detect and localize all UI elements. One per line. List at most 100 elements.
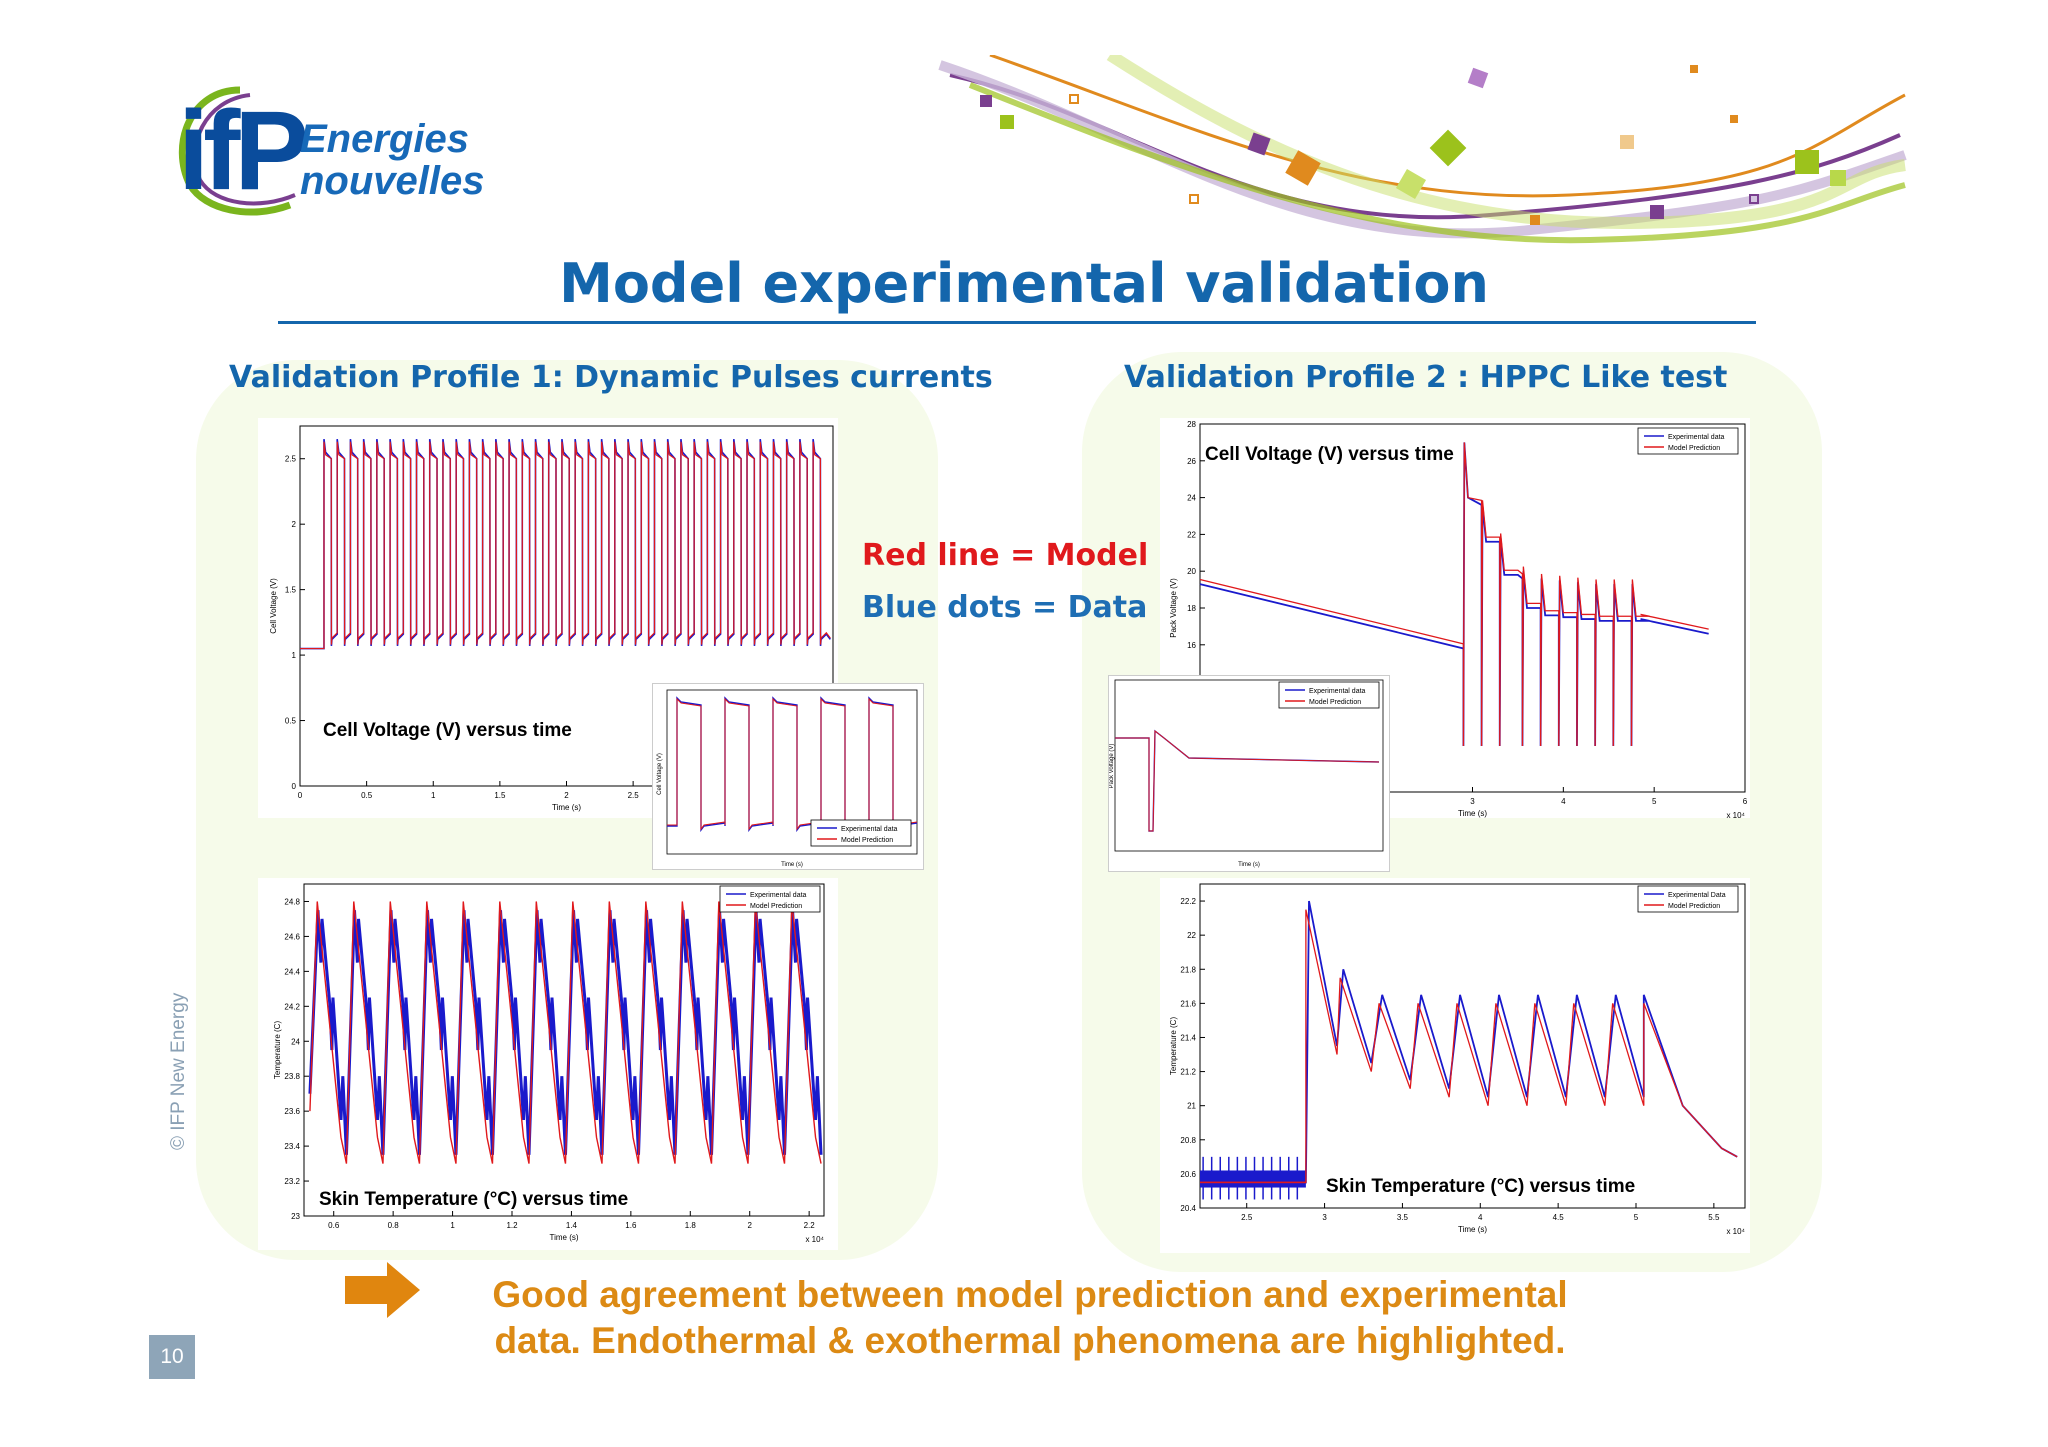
y-tick-label: 21 (1187, 1102, 1196, 1111)
y-tick-label: 24.6 (284, 932, 300, 941)
inset-legend (810, 819, 912, 847)
conclusion-line2: data. Endothermal & exothermal phenomena… (494, 1320, 1566, 1361)
x-tick-label: 0.8 (388, 1221, 400, 1230)
y-tick-label: 22 (1187, 530, 1196, 539)
chart-skin-temperature-1: 23 23.2 23.4 23.6 23.8 24 24.2 24.4 24.6 24.8 0.6 0… (258, 878, 838, 1250)
x-tick-label: 3 (1322, 1213, 1327, 1222)
y-tick-label: 23.4 (284, 1142, 300, 1151)
y-tick-label: 23.2 (284, 1177, 300, 1186)
y-tick-label: 26 (1187, 457, 1196, 466)
y-axis-label: Pack Voltage (V) (1109, 744, 1115, 789)
y-tick-label: 23.8 (284, 1072, 300, 1081)
x-tick-label: 1.4 (566, 1221, 578, 1230)
x-axis-label: Time (s) (1238, 862, 1260, 868)
logo-line1: Energies (300, 117, 469, 161)
logo-line2: nouvelles (300, 159, 485, 203)
y-tick-label: 28 (1187, 420, 1196, 429)
y-tick-label: 0 (292, 782, 297, 791)
series-model-prediction (667, 697, 918, 831)
x-tick-label: 4.5 (1553, 1213, 1565, 1222)
y-tick-label: 21.8 (1180, 965, 1196, 974)
x-tick-label: 0.5 (361, 791, 373, 800)
y-tick-label: 21.2 (1180, 1068, 1196, 1077)
x-multiplier: x 10⁴ (1726, 811, 1745, 818)
x-tick-label: 5 (1652, 797, 1657, 806)
series-experimental-data (300, 438, 831, 650)
x-tick-label: 0 (298, 791, 303, 800)
x-tick-label: 2 (564, 791, 569, 800)
y-tick-label: 20.8 (1180, 1136, 1196, 1145)
arrow-right-icon (345, 1262, 420, 1318)
x-tick-label: 1.2 (506, 1221, 518, 1230)
y-tick-label: 23.6 (284, 1107, 300, 1116)
legend-entry: Experimental data (1309, 688, 1366, 695)
chart-cell-voltage-pulses: 0 0.5 1 1.5 2 2.5 0 0.5 1 1.5 2 2.5 Time (s) Cell Vol… (258, 418, 838, 818)
legend-entry: Model Prediction (1668, 445, 1720, 452)
y-tick-label: 24.4 (284, 967, 300, 976)
x-tick-label: 3 (1470, 797, 1475, 806)
series-model-prediction (1115, 729, 1380, 832)
y-tick-label: 0.5 (285, 717, 297, 726)
y-tick-label: 21.4 (1180, 1033, 1196, 1042)
x-tick-label: 2.2 (804, 1221, 816, 1230)
plot-frame (303, 883, 825, 1217)
y-axis-label: Temperature (C) (1169, 1017, 1178, 1076)
chart3-legend (719, 885, 821, 913)
y-axis-label: Temperature (C) (273, 1021, 282, 1080)
legend-entry: Experimental Data (1668, 892, 1726, 899)
title-divider (278, 321, 1756, 324)
inset-legend (1278, 681, 1380, 709)
legend-model-text: Red line = Model (862, 538, 1149, 573)
y-tick-label: 2 (292, 520, 297, 529)
y-tick-label: 22 (1187, 931, 1196, 940)
x-tick-label: 3.5 (1397, 1213, 1409, 1222)
legend-entry: Experimental data (750, 892, 807, 899)
chart6-caption: Skin Temperature (°C) versus time (1326, 1176, 1636, 1197)
copyright-notice: © IFP New Energy (168, 992, 189, 1150)
chart6-legend (1637, 885, 1739, 913)
data-noise-band (1200, 1170, 1306, 1188)
series-experimental-data (667, 696, 918, 833)
x-tick-label: 6 (1743, 797, 1748, 806)
logo-swoosh (178, 86, 296, 216)
plot-frame (1114, 679, 1384, 852)
x-multiplier: x 10⁴ (805, 1235, 824, 1244)
series-model-prediction (1200, 909, 1738, 1184)
y-tick-label: 24.8 (284, 897, 300, 906)
chart-pack-voltage-zoom-inset: Experimental data Model Prediction Time (s… (1108, 675, 1390, 872)
y-tick-label: 1 (292, 651, 297, 660)
y-axis-label: Cell Voltage (V) (657, 753, 663, 795)
x-axis-label: Time (s) (552, 803, 581, 812)
y-tick-label: 23 (291, 1212, 300, 1221)
legend-entry: Experimental data (841, 826, 898, 833)
y-axis-label: Pack Voltage (V) (1169, 578, 1178, 638)
x-axis-label: Time (s) (1458, 1225, 1487, 1234)
chart4-caption: Cell Voltage (V) versus time (1205, 444, 1454, 465)
series-model-prediction (300, 441, 831, 650)
x-tick-label: 2 (747, 1221, 752, 1230)
x-axis-label: Time (s) (781, 862, 803, 868)
y-tick-label: 24 (1187, 494, 1196, 503)
y-tick-label: 20.6 (1180, 1170, 1196, 1179)
x-axis-label: Time (s) (549, 1233, 578, 1242)
logo-mark: ifP (178, 88, 309, 213)
y-tick-label: 24.2 (284, 1002, 300, 1011)
x-multiplier: x 10⁴ (1726, 1227, 1745, 1236)
x-tick-label: 4 (1561, 797, 1566, 806)
legend-entry: Model Prediction (1309, 699, 1361, 706)
conclusion-text: Good agreement between model prediction … (380, 1272, 1680, 1364)
x-tick-label: 1 (431, 791, 436, 800)
x-tick-label: 1.8 (685, 1221, 697, 1230)
legend-entry: Model Prediction (1668, 903, 1720, 910)
y-tick-label: 24 (291, 1037, 300, 1046)
x-tick-label: 4 (1478, 1213, 1483, 1222)
y-tick-label: 20.4 (1180, 1204, 1196, 1213)
conclusion-line1: Good agreement between model prediction … (492, 1274, 1568, 1315)
right-heading: Validation Profile 2 : HPPC Like test (1124, 360, 1728, 395)
x-axis-label: Time (s) (1458, 809, 1487, 818)
y-tick-label: 1.5 (285, 586, 297, 595)
x-tick-label: 1.6 (625, 1221, 637, 1230)
chart3-caption: Skin Temperature (°C) versus time (319, 1189, 629, 1210)
x-tick-label: 1.5 (494, 791, 506, 800)
x-tick-label: 5 (1634, 1213, 1639, 1222)
